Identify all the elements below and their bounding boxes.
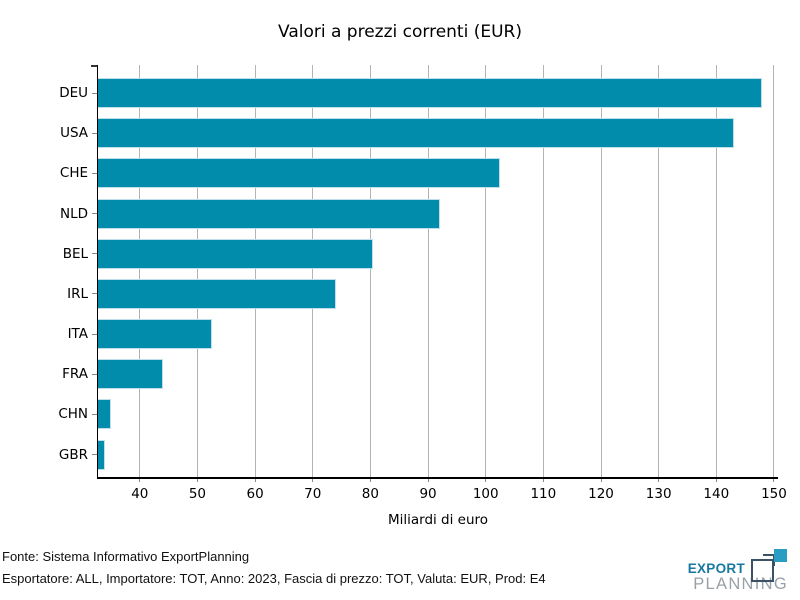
x-tick-label-110: 110 — [530, 486, 557, 502]
x-axis-spine — [96, 477, 778, 479]
gridline-x-40 — [139, 65, 141, 477]
x-tick-label-60: 60 — [246, 486, 264, 502]
gridline-x-150 — [773, 65, 775, 477]
x-tick-60 — [254, 478, 256, 482]
y-tick-chn — [92, 413, 97, 415]
x-tick-label-40: 40 — [131, 486, 149, 502]
x-tick-label-90: 90 — [419, 486, 437, 502]
gridline-x-50 — [196, 65, 198, 477]
y-tick-irl — [92, 293, 97, 295]
x-tick-label-80: 80 — [361, 486, 379, 502]
query-parameters-note: Esportatore: ALL, Importatore: TOT, Anno… — [2, 571, 546, 586]
bar-deu — [98, 78, 763, 108]
y-tick-label-fra: FRA — [62, 366, 88, 383]
exportplanning-logo-word-planning: PLANNING — [693, 575, 788, 593]
x-tick-100 — [485, 478, 487, 482]
gridline-x-110 — [542, 65, 544, 477]
y-tick-gbr — [92, 454, 97, 456]
gridline-x-80 — [369, 65, 371, 477]
x-tick-50 — [196, 478, 198, 482]
gridline-x-130 — [658, 65, 660, 477]
bar-gbr — [98, 439, 106, 470]
gridline-x-140 — [715, 65, 717, 477]
gridline-x-70 — [312, 65, 314, 477]
y-tick-nld — [92, 213, 97, 215]
y-tick-label-bel: BEL — [62, 245, 88, 262]
y-tick-usa — [92, 132, 97, 134]
y-tick-label-chn: CHN — [58, 406, 88, 423]
x-tick-80 — [369, 478, 371, 482]
y-tick-fra — [92, 373, 97, 375]
x-tick-110 — [542, 478, 544, 482]
y-tick-che — [92, 172, 97, 174]
gridline-x-90 — [427, 65, 429, 477]
gridline-x-100 — [485, 65, 487, 477]
x-tick-90 — [427, 478, 429, 482]
x-tick-120 — [600, 478, 602, 482]
x-axis-title: Miliardi di euro — [387, 512, 489, 528]
y-tick-label-nld: NLD — [59, 205, 88, 222]
exportplanning-logo-icon — [750, 549, 788, 583]
x-tick-label-100: 100 — [472, 486, 499, 502]
bar-fra — [98, 359, 163, 390]
bar-irl — [98, 278, 336, 309]
x-tick-label-120: 120 — [588, 486, 614, 502]
logo-outer-square-icon — [751, 559, 774, 582]
y-tick-label-ita: ITA — [67, 326, 88, 343]
y-tick-label-irl: IRL — [67, 285, 88, 302]
bar-chn — [98, 399, 111, 430]
x-tick-label-50: 50 — [188, 486, 207, 502]
bar-usa — [98, 118, 734, 149]
y-axis-spine — [96, 65, 98, 479]
logo-filled-square-icon — [774, 549, 787, 562]
gridline-x-60 — [254, 65, 256, 477]
bar-bel — [98, 238, 374, 269]
gridline-x-120 — [600, 65, 602, 477]
x-tick-label-130: 130 — [645, 486, 672, 502]
y-tick-ita — [92, 333, 97, 335]
bar-nld — [98, 198, 440, 229]
x-tick-70 — [312, 478, 314, 482]
y-tick-bel — [92, 253, 97, 255]
x-tick-label-70: 70 — [304, 486, 322, 502]
y-tick-label-usa: USA — [60, 125, 88, 142]
bar-che — [98, 158, 501, 189]
bar-ita — [98, 319, 212, 350]
chart-title: Valori a prezzi correnti (EUR) — [278, 22, 522, 42]
x-tick-140 — [715, 478, 717, 482]
source-note: Fonte: Sistema Informativo ExportPlannin… — [2, 549, 250, 564]
y-tick-label-che: CHE — [59, 165, 88, 182]
y-tick-deu — [92, 92, 97, 94]
x-tick-label-140: 140 — [703, 486, 730, 502]
exportplanning-logo-word-export: EXPORT — [687, 561, 745, 576]
y-tick-label-gbr: GBR — [58, 446, 88, 463]
y-tick-label-deu: DEU — [59, 85, 88, 101]
x-tick-150 — [773, 478, 775, 482]
x-tick-label-150: 150 — [761, 486, 787, 502]
y-axis-top-cap-tick — [91, 65, 98, 67]
x-tick-40 — [139, 478, 141, 482]
x-tick-130 — [658, 478, 660, 482]
